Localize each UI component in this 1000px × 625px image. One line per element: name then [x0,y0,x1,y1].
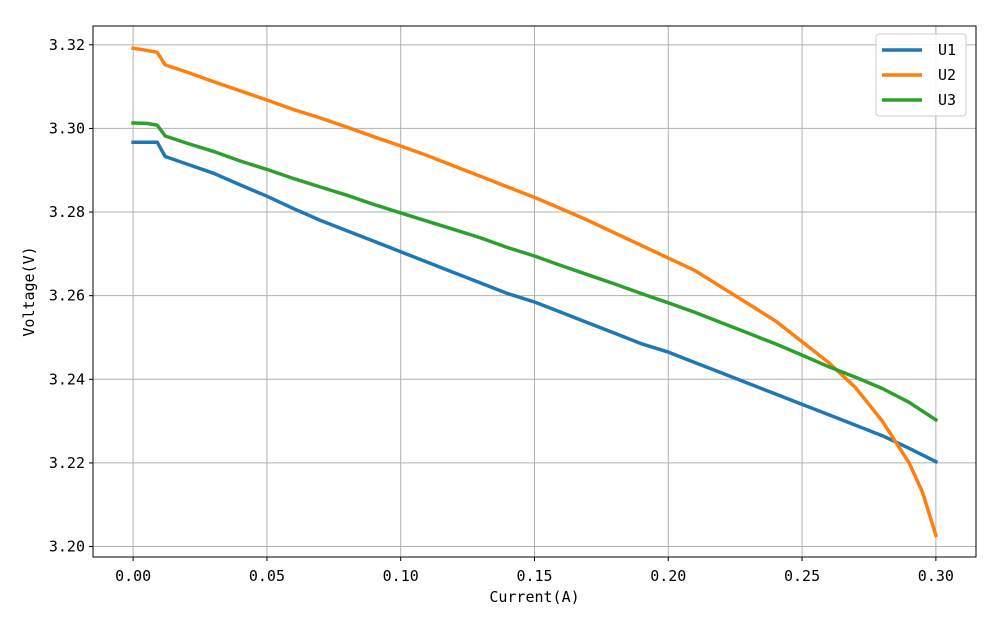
y-tick-label: 3.20 [49,538,85,556]
y-tick-label: 3.22 [49,454,85,472]
legend-label-u1: U1 [938,41,956,59]
x-tick-label: 0.20 [650,567,686,585]
series-line-u1 [131,140,939,465]
x-tick-label: 0.25 [784,567,820,585]
y-tick-label: 3.24 [49,370,85,388]
x-axis-ticks: 0.00 0.05 0.10 0.15 0.20 0.25 0.30 [115,557,954,585]
x-tick-label: 0.10 [383,567,419,585]
legend-label-u2: U2 [938,66,956,84]
y-axis-ticks: 3.20 3.22 3.24 3.26 3.28 3.30 3.32 [49,36,93,556]
x-tick-label: 0.15 [516,567,552,585]
y-tick-label: 3.28 [49,203,85,221]
series-line-u3 [131,121,939,423]
x-axis-label: Current(A) [489,588,579,606]
legend: U1 U2 U3 [875,33,967,117]
legend-label-u3: U3 [938,91,956,109]
y-axis-label: Voltage(V) [20,246,38,336]
grid [93,26,976,557]
series-lines [131,46,939,538]
y-tick-label: 3.32 [49,36,85,54]
y-tick-label: 3.30 [49,119,85,137]
x-tick-label: 0.05 [249,567,285,585]
x-tick-label: 0.30 [918,567,954,585]
y-tick-label: 3.26 [49,287,85,305]
x-tick-label: 0.00 [115,567,151,585]
